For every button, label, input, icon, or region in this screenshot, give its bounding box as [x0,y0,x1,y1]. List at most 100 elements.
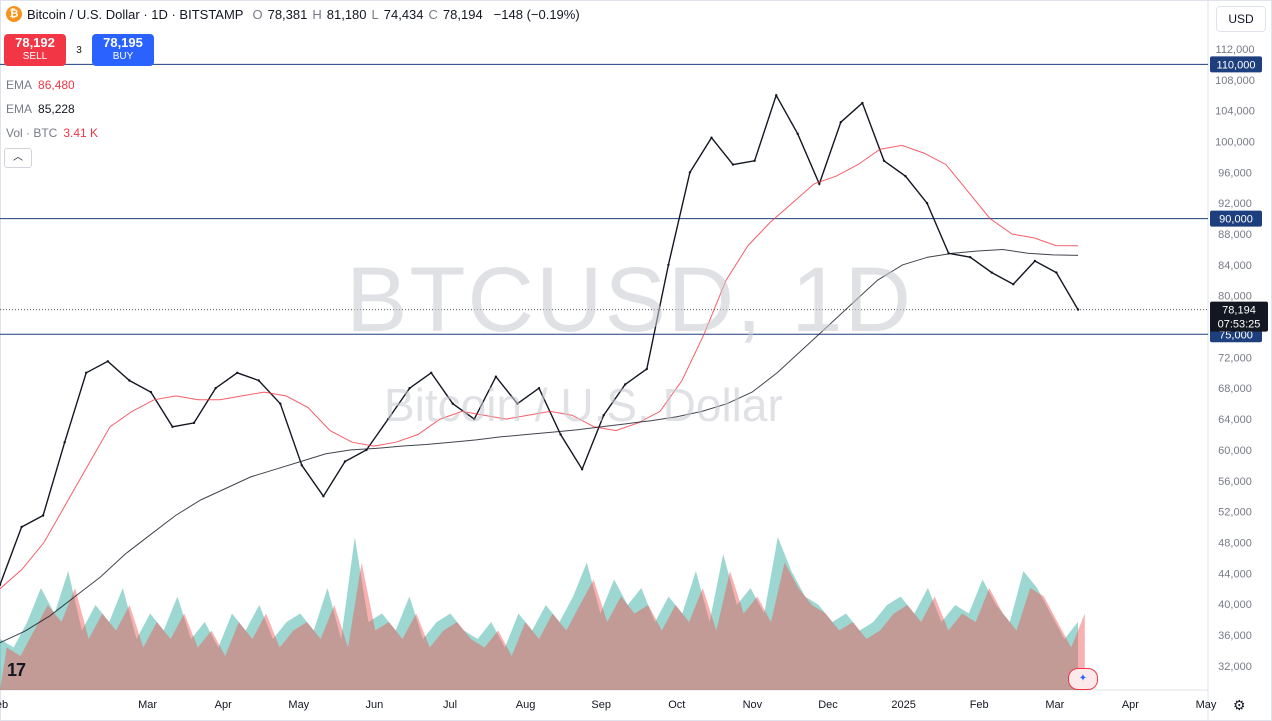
spread-value: 3 [76,44,82,56]
time-tick-label: Apr [1122,699,1139,711]
price-point [925,202,929,205]
price-point [85,371,88,374]
gear-icon[interactable]: ⚙ [1233,697,1246,713]
level-price-tag [1210,210,1262,227]
legend-header: ₿ Bitcoin / U.S. Dollar · 1D · BITSTAMP … [6,6,580,22]
ema-series-line [0,144,1079,590]
last-price-label: 78,194 [1222,305,1256,317]
price-point [580,468,584,471]
price-tick-label: 112,000 [1216,44,1255,56]
price-point [63,441,66,444]
tradingview-logo[interactable]: 17 [7,660,26,680]
price-point [667,263,670,267]
volume-area [0,562,1085,690]
indicator-value: 85,228 [38,102,75,116]
us-flag-icon[interactable]: ✦ [1068,668,1098,690]
price-point [236,371,239,374]
price-tick-label: 84,000 [1218,260,1252,272]
last-price-tag [1210,301,1268,332]
price-tick-label: 40,000 [1218,599,1252,611]
indicator-value: 3.41 K [63,126,99,140]
time-tick-label: Dec [818,699,838,711]
price-point [279,402,282,405]
ema-series-line [0,248,1079,644]
sell-button[interactable]: 78,192 SELL [4,34,66,66]
indicator-value: 86,480 [38,78,75,92]
price-point [775,94,778,97]
collapse-legend-button[interactable]: ︿ [4,148,32,168]
price-tick-label: 56,000 [1218,476,1252,488]
price-point [257,379,260,382]
buy-button[interactable]: 78,195 BUY [92,34,154,66]
price-tick-label: 108,000 [1215,75,1255,87]
time-tick-label: Apr [215,699,232,711]
price-tick-label: 100,000 [1215,137,1255,149]
buy-label: BUY [112,51,134,62]
price-point [322,495,325,498]
price-tick-label: 80,000 [1218,291,1252,303]
price-point [1055,271,1058,274]
price-point [430,371,433,374]
price-point [904,175,907,178]
price-tick-label: 32,000 [1218,661,1252,673]
price-point [537,387,541,390]
price-point [106,360,110,363]
indicator-ema-fast[interactable]: EMA 86,480 [6,78,75,92]
sell-price: 78,192 [15,35,55,50]
price-point [343,460,347,463]
change-value: −148 (−0.19%) [493,6,580,22]
price-tick-label: 92,000 [1218,198,1252,210]
price-tick-label: 88,000 [1218,229,1252,241]
price-point [0,583,2,586]
symbol-title[interactable]: Bitcoin / U.S. Dollar · 1D · BITSTAMP [27,6,244,22]
indicator-ema-slow[interactable]: EMA 85,228 [6,102,75,116]
time-tick-label: Nov [743,699,763,711]
price-point [1012,283,1015,286]
time-tick-label: Aug [516,699,536,711]
price-point [149,390,153,394]
price-point [20,525,23,529]
time-tick-label: May [1196,699,1217,711]
price-point [386,417,390,421]
time-tick-label: Jul [443,699,457,711]
level-price-label: 75,000 [1219,329,1253,341]
level-price-label: 90,000 [1219,214,1253,226]
buy-price: 78,195 [103,35,143,50]
price-tick-label: 52,000 [1218,507,1252,519]
price-point [451,402,454,405]
time-tick-label: Mar [138,699,157,711]
bitcoin-icon: ₿ [6,6,22,22]
time-tick-label: Jun [366,699,384,711]
price-point [494,375,498,378]
time-tick-label: Sep [591,699,611,711]
open-value: 78,381 [267,6,308,22]
price-point [861,101,864,105]
volume-area [0,537,1078,690]
watermark-symbol: BTCUSD, 1D [346,249,913,351]
price-point [1076,308,1080,311]
trade-panel: 78,192 SELL 3 78,195 BUY [4,34,154,66]
price-tick-label: 60,000 [1218,445,1252,457]
price-tick-label: 104,000 [1215,106,1255,118]
high-value: 81,180 [326,6,367,22]
indicator-volume[interactable]: Vol · BTC 3.41 K [6,126,98,140]
level-price-label: 110,000 [1217,59,1256,71]
currency-selector[interactable]: USD [1216,6,1266,32]
price-point [882,159,886,162]
chevron-up-icon: ︿ [13,152,23,163]
price-point [473,417,476,421]
price-point [731,163,735,166]
price-point [300,464,303,467]
open-label: O [252,6,263,22]
price-point [1033,259,1037,263]
time-tick-label: Oct [668,699,685,711]
price-tick-label: 72,000 [1218,352,1252,364]
price-point [559,433,562,436]
price-point [710,136,713,139]
price-point [839,121,842,124]
time-tick-label: May [288,699,309,711]
price-tick-label: 36,000 [1218,630,1252,642]
indicator-name: EMA [6,102,33,116]
